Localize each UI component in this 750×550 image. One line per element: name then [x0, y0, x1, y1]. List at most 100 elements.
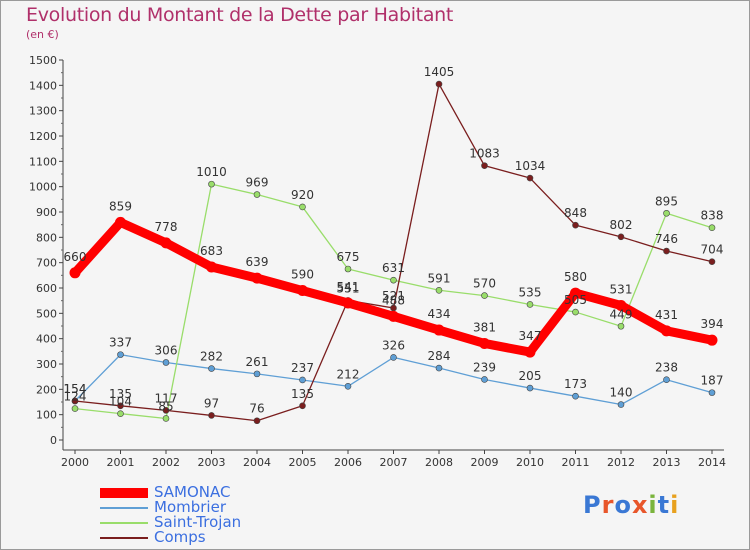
data-label-mombrier: 282	[200, 350, 223, 364]
y-tick-label: 1100	[29, 155, 57, 168]
data-point-mombrier	[117, 351, 124, 358]
chart-title: Evolution du Montant de la Dette par Hab…	[26, 4, 454, 26]
data-label-mombrier: 261	[246, 355, 269, 369]
data-label-mombrier: 212	[337, 367, 360, 381]
data-point-mombrier	[253, 370, 261, 378]
data-point-mombrier	[299, 376, 306, 384]
data-label-comps: 97	[204, 396, 219, 410]
legend-label: SAMONAC	[154, 483, 231, 501]
data-label-mombrier: 237	[291, 361, 314, 375]
legend-label: Mombrier	[154, 498, 226, 516]
y-tick-label: 600	[36, 282, 57, 295]
data-point-comps	[162, 407, 170, 414]
data-point-samonac	[524, 346, 536, 358]
logo-letter: P	[583, 491, 602, 519]
data-point-saint-trojan	[572, 308, 579, 316]
data-point-mombrier	[526, 384, 534, 392]
data-point-comps	[617, 233, 625, 241]
data-point-comps	[71, 397, 79, 405]
data-label-samonac: 488	[382, 293, 405, 307]
data-point-comps	[253, 417, 261, 425]
x-tick-label: 2010	[516, 456, 544, 469]
data-label-mombrier: 173	[564, 377, 587, 391]
y-tick-label: 900	[36, 206, 57, 219]
data-label-saint-trojan: 969	[246, 176, 269, 190]
x-tick-label: 2006	[334, 456, 362, 469]
x-tick-label: 2014	[698, 456, 726, 469]
data-label-saint-trojan: 505	[564, 293, 587, 307]
x-tick-label: 2007	[380, 456, 408, 469]
y-tick-label: 1500	[29, 54, 57, 67]
data-label-saint-trojan: 895	[655, 194, 678, 208]
legend-label: Saint-Trojan	[154, 513, 242, 531]
data-label-comps: 154	[64, 382, 87, 396]
data-label-mombrier: 205	[519, 369, 542, 383]
logo-letter: i	[648, 491, 658, 519]
x-tick-label: 2011	[562, 456, 590, 469]
y-tick-label: 800	[36, 231, 57, 244]
y-tick-label: 500	[36, 307, 57, 320]
x-tick-label: 2000	[61, 456, 89, 469]
data-label-mombrier: 140	[610, 386, 633, 400]
y-tick-label: 200	[36, 383, 57, 396]
data-label-samonac: 381	[473, 320, 496, 334]
data-point-saint-trojan	[253, 191, 261, 198]
x-tick-label: 2001	[107, 456, 135, 469]
data-point-saint-trojan	[663, 209, 670, 217]
data-label-comps: 135	[109, 387, 132, 401]
data-point-saint-trojan	[708, 224, 716, 232]
data-point-samonac	[570, 287, 581, 299]
y-tick-label: 1300	[29, 105, 57, 118]
data-point-comps	[481, 162, 488, 169]
data-label-samonac: 590	[291, 268, 314, 282]
data-point-mombrier	[344, 382, 352, 390]
data-point-samonac	[160, 237, 172, 249]
x-tick-label: 2009	[471, 456, 499, 469]
data-label-saint-trojan: 1010	[196, 165, 227, 179]
data-point-saint-trojan	[71, 405, 79, 412]
data-label-samonac: 541	[337, 280, 360, 294]
data-point-samonac	[342, 297, 354, 309]
data-label-samonac: 639	[246, 255, 269, 269]
x-tick-label: 2004	[243, 456, 271, 469]
data-label-mombrier: 238	[655, 361, 678, 375]
data-point-samonac	[69, 267, 81, 279]
data-label-samonac: 531	[610, 282, 633, 296]
data-point-saint-trojan	[344, 265, 352, 273]
data-point-comps	[117, 402, 124, 410]
data-label-comps: 76	[249, 402, 264, 416]
data-point-comps	[708, 258, 716, 265]
data-label-comps: 802	[610, 218, 633, 232]
data-point-mombrier	[617, 401, 625, 408]
x-tick-label: 2012	[607, 456, 635, 469]
x-tick-label: 2013	[653, 456, 681, 469]
data-point-saint-trojan	[208, 180, 215, 188]
data-label-comps: 1405	[424, 65, 455, 79]
y-tick-label: 1400	[29, 79, 57, 92]
data-label-mombrier: 337	[109, 336, 132, 350]
data-point-mombrier	[572, 392, 579, 400]
data-point-samonac	[661, 325, 672, 337]
data-point-saint-trojan	[162, 415, 170, 422]
data-label-saint-trojan: 535	[519, 285, 542, 299]
series-line-comps	[74, 83, 713, 422]
data-point-saint-trojan	[526, 301, 534, 308]
data-label-mombrier: 187	[701, 374, 724, 388]
logo-letter: i	[670, 491, 680, 519]
data-label-saint-trojan: 124	[64, 390, 87, 404]
data-point-saint-trojan	[481, 292, 488, 299]
data-label-saint-trojan: 104	[109, 395, 132, 409]
data-label-samonac: 660	[64, 250, 87, 264]
data-label-samonac: 394	[701, 317, 724, 331]
proxiti-logo: Proxiti	[583, 491, 679, 519]
data-point-saint-trojan	[435, 286, 443, 294]
data-point-comps	[572, 221, 579, 229]
data-point-mombrier	[435, 364, 443, 372]
data-point-samonac	[479, 337, 490, 349]
unit-label: (en €)	[26, 28, 59, 41]
data-label-comps: 848	[564, 206, 587, 220]
data-point-samonac	[388, 310, 399, 322]
data-label-saint-trojan: 920	[291, 188, 314, 202]
x-tick-label: 2005	[289, 456, 317, 469]
legend-swatch	[100, 537, 148, 539]
